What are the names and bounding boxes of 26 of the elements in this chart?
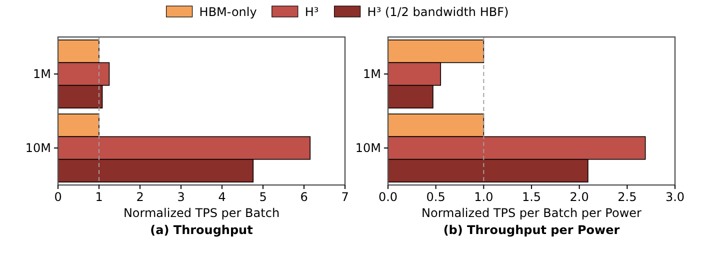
text: (b) Throughput per Power (443, 223, 620, 237)
x-tick-label: 6 (300, 190, 308, 204)
x-tick-label: 0 (54, 190, 62, 204)
x-tick-label: 4 (218, 190, 226, 204)
x-axis-title: Normalized TPS per Batch (123, 206, 280, 220)
legend-label: HBM-only (199, 5, 257, 20)
x-tick-label: 7 (341, 190, 349, 204)
y-tick-label: 1M (363, 67, 381, 82)
x-tick-label: 5 (259, 190, 267, 204)
x-tick-label: 0.0 (378, 190, 398, 204)
x-axis-title: Normalized TPS per Batch per Power (422, 206, 642, 220)
x-tick-label: 2.5 (618, 190, 637, 204)
legend-label: H³ (304, 5, 319, 20)
x-tick-label: 1 (95, 190, 103, 204)
x-tick-label: 1.5 (522, 190, 542, 204)
x-tick-label: 2.0 (570, 190, 589, 204)
x-tick-label: 0.5 (426, 190, 446, 204)
legend-label: H³ (1/2 bandwidth HBF) (367, 5, 509, 20)
x-tick-label: 2 (136, 190, 144, 204)
x-tick-label: 3.0 (665, 190, 685, 204)
y-tick-label: 1M (33, 67, 51, 82)
text: (a) Throughput (150, 223, 254, 237)
y-tick-label: 10M (25, 141, 51, 156)
x-tick-label: 1.0 (474, 190, 494, 204)
x-tick-label: 3 (177, 190, 185, 204)
y-tick-label: 10M (355, 141, 381, 156)
